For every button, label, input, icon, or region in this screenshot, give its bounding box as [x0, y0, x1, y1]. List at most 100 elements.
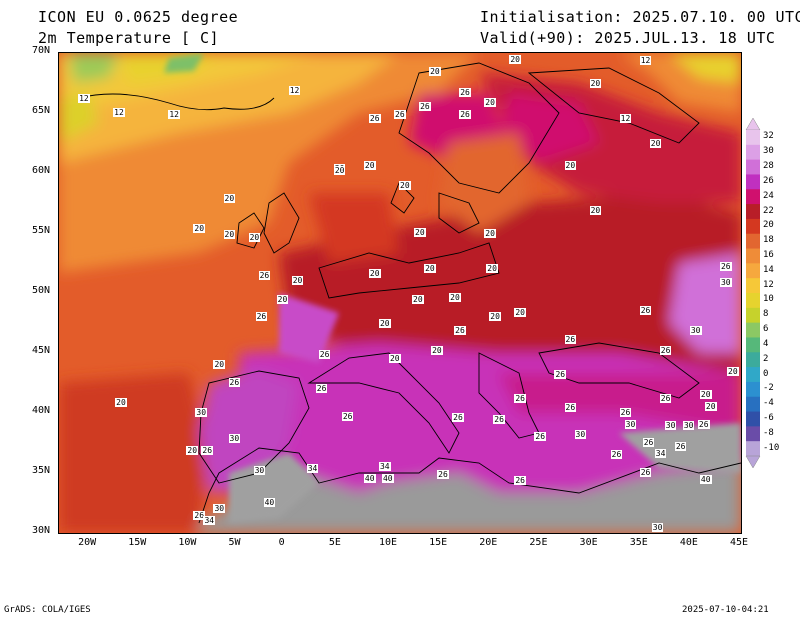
contour-value-label: 26	[610, 450, 623, 459]
contour-value-label: 30	[574, 429, 587, 439]
colorbar-value-label: 28	[763, 161, 774, 172]
contour-value-label: 12	[113, 108, 125, 117]
contour-value-label: 12	[619, 114, 632, 123]
contour-value-label: 26	[201, 446, 214, 456]
lat-tick-label: 50N	[32, 285, 51, 296]
contour-value-label: 20	[514, 308, 526, 318]
contour-value-label: 20	[276, 295, 289, 305]
contour-value-label: 20	[115, 398, 127, 408]
contour-value-label: 26	[564, 334, 577, 344]
colorbar-swatches	[745, 118, 761, 468]
contour-value-label: 20	[649, 139, 662, 149]
contour-value-label: 20	[484, 229, 496, 239]
contour-value-label: 26	[719, 261, 732, 271]
contour-value-label: 20	[484, 98, 496, 108]
contour-value-label: 26	[554, 369, 567, 379]
temperature-field	[59, 53, 741, 533]
contour-value-label: 40	[699, 475, 712, 485]
lon-tick-label: 25E	[529, 537, 548, 548]
contour-value-label: 20	[378, 319, 391, 329]
contour-value-label: 26	[619, 408, 632, 417]
contour-value-label: 40	[381, 474, 394, 483]
contour-value-label: 26	[534, 432, 547, 441]
colorbar-swatch	[746, 426, 760, 442]
colorbar-swatch	[746, 367, 760, 383]
colorbar-value-label: 18	[763, 235, 774, 246]
contour-value-label: 20	[449, 292, 461, 302]
colorbar-swatch	[746, 263, 760, 279]
lon-tick-label: 15E	[429, 537, 448, 548]
contour-value-label: 26	[697, 420, 710, 429]
contour-value-label: 12	[288, 86, 301, 96]
colorbar-swatch	[746, 396, 760, 413]
colorbar-value-label: 8	[763, 309, 769, 320]
credit-text: GrADS: COLA/IGES	[4, 605, 91, 615]
contour-value-label: 20	[414, 228, 426, 237]
colorbar-value-label: 26	[763, 175, 774, 186]
contour-value-label: 40	[363, 474, 376, 483]
lon-tick-label: 30E	[579, 537, 598, 548]
contour-value-label: 30	[228, 434, 241, 444]
contour-value-label: 26	[394, 110, 406, 120]
colorbar-swatch	[746, 204, 760, 220]
contour-value-label: 26	[368, 114, 381, 123]
contour-value-label: 20	[412, 295, 424, 305]
contour-value-label: 20	[223, 194, 236, 204]
variable-title: 2m Temperature [ C]	[38, 29, 220, 47]
contour-value-label: 26	[459, 87, 471, 97]
contour-value-label: 30	[213, 504, 226, 513]
colorbar-swatch	[746, 322, 760, 338]
lat-tick-label: 40N	[32, 405, 51, 416]
contour-value-label: 26	[639, 306, 652, 315]
contour-value-label: 20	[213, 360, 226, 369]
colorbar-value-label: 10	[763, 294, 774, 305]
contour-value-label: 20	[399, 181, 411, 191]
contour-value-label: 20	[509, 55, 521, 65]
contour-value-label: 20	[193, 224, 206, 234]
contour-value-label: 20	[589, 206, 602, 216]
contour-value-label: 26	[437, 470, 449, 480]
colorbar-value-label: -8	[763, 427, 774, 438]
colorbar-value-label: 14	[763, 264, 774, 275]
contour-value-label: 20	[564, 160, 577, 170]
lon-tick-label: 10E	[378, 537, 398, 548]
contour-value-label: 30	[664, 421, 677, 431]
lon-tick-label: 0	[278, 537, 285, 548]
colorbar-value-label: 20	[763, 220, 774, 231]
colorbar-swatch	[746, 218, 760, 235]
contour-value-label: 40	[263, 498, 276, 507]
contour-value-label: 26	[341, 411, 354, 421]
lon-tick-label: 15W	[128, 537, 147, 548]
contour-value-label: 26	[659, 393, 672, 403]
contour-value-label: 34	[654, 448, 667, 458]
contour-value-label: 12	[168, 110, 180, 120]
contour-value-label: 26	[564, 403, 577, 413]
colorbar-value-label: 32	[763, 131, 774, 142]
valid-time: Valid(+90): 2025.JUL.13. 18 UTC	[480, 29, 776, 47]
contour-value-label: 20	[429, 67, 441, 77]
contour-value-label: 30	[624, 420, 637, 429]
colorbar-swatch	[746, 130, 760, 146]
contour-value-label: 26	[459, 110, 471, 120]
temperature-map: 12 12 12 12 20 20 20 12 26 26 26 26 20 26 12 20 20 20 20 20…	[58, 52, 742, 534]
colorbar-swatch	[746, 189, 760, 205]
colorbar-swatch	[746, 174, 760, 190]
colorbar-swatch	[746, 293, 760, 309]
lat-tick-label: 60N	[32, 165, 51, 176]
colorbar-swatch	[746, 411, 760, 427]
contour-value-label: 20	[363, 160, 376, 170]
colorbar-swatch	[746, 159, 760, 175]
colorbar-swatch	[746, 381, 760, 398]
colorbar-swatch	[746, 307, 760, 324]
contour-value-label: 30	[719, 278, 732, 288]
contour-value-label: 34	[306, 464, 319, 474]
init-time: Initialisation: 2025.07.10. 00 UTC	[480, 8, 800, 26]
colorbar-value-label: -6	[763, 412, 774, 423]
contour-value-label: 26	[642, 438, 655, 447]
contour-value-label: 20	[388, 354, 401, 363]
lon-tick-label: 10W	[178, 537, 197, 548]
lon-tick-label: 20W	[78, 537, 97, 548]
lat-tick-label: 65N	[32, 105, 51, 116]
colorbar-value-label: 22	[763, 205, 774, 216]
colorbar-value-label: 6	[763, 324, 769, 335]
